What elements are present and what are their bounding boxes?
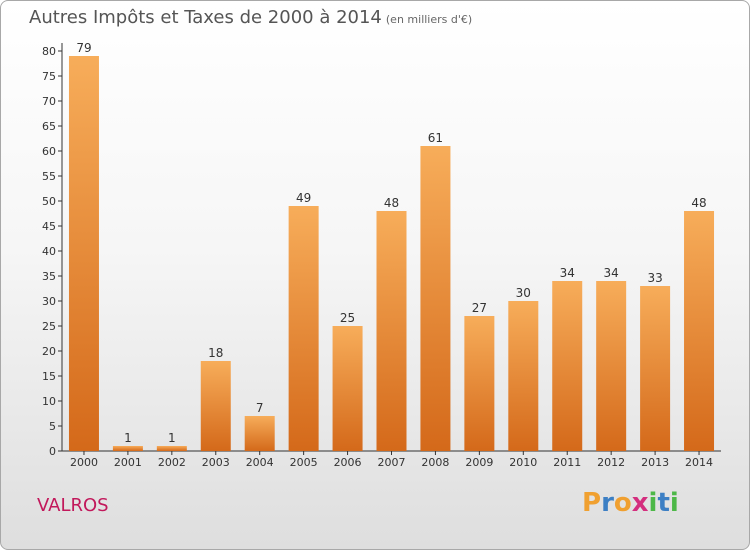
brand-letter: x: [631, 488, 649, 518]
bar-value-label: 49: [296, 191, 311, 205]
y-tick-label: 75: [42, 70, 56, 83]
bar: [288, 206, 319, 451]
brand-letter: o: [613, 488, 632, 518]
brand-letter: t: [657, 488, 670, 518]
bar-value-label: 34: [604, 266, 619, 280]
x-tick-label: 2003: [202, 456, 230, 469]
y-tick-label: 80: [42, 45, 56, 58]
x-tick-label: 2014: [685, 456, 713, 469]
x-tick-label: 2013: [641, 456, 669, 469]
chart-title-text: Autres Impôts et Taxes de 2000 à 2014: [29, 7, 382, 28]
x-tick-label: 2012: [597, 456, 625, 469]
bar: [684, 211, 715, 451]
brand-letter: i: [648, 488, 658, 518]
x-tick-label: 2005: [290, 456, 318, 469]
bar: [376, 211, 407, 451]
y-tick-label: 25: [42, 320, 56, 333]
y-tick-label: 40: [42, 245, 56, 258]
x-tick-label: 2010: [509, 456, 537, 469]
bar-value-label: 48: [384, 196, 399, 210]
y-tick-label: 60: [42, 145, 56, 158]
brand-logo: Proxiti: [582, 488, 679, 518]
bar: [332, 326, 363, 451]
x-tick-label: 2008: [421, 456, 449, 469]
x-tick-label: 2011: [553, 456, 581, 469]
bar-value-label: 25: [340, 311, 355, 325]
y-tick-label: 5: [49, 420, 56, 433]
bar-value-label: 30: [516, 286, 531, 300]
y-tick-label: 0: [49, 445, 56, 458]
x-tick-label: 2004: [246, 456, 274, 469]
bar-value-label: 7: [256, 401, 264, 415]
bar: [508, 301, 539, 451]
bar-value-label: 27: [472, 301, 487, 315]
x-tick-label: 2007: [378, 456, 406, 469]
bar: [200, 361, 231, 451]
bar-value-label: 1: [124, 431, 132, 445]
bar-value-label: 33: [647, 271, 662, 285]
y-tick-label: 20: [42, 345, 56, 358]
place-name: VALROS: [37, 495, 109, 516]
bar: [112, 446, 143, 451]
y-tick-label: 35: [42, 270, 56, 283]
chart-title: Autres Impôts et Taxes de 2000 à 2014 (en…: [29, 7, 472, 28]
x-tick-label: 2000: [70, 456, 98, 469]
x-tick-label: 2002: [158, 456, 186, 469]
bar: [156, 446, 187, 451]
bar-value-label: 61: [428, 131, 443, 145]
x-tick-label: 2001: [114, 456, 142, 469]
y-tick-label: 30: [42, 295, 56, 308]
chart-unit: (en milliers d'€): [385, 13, 473, 26]
bar: [464, 316, 495, 451]
y-tick-label: 50: [42, 195, 56, 208]
bar: [420, 146, 451, 451]
bar: [640, 286, 671, 451]
brand-letter: i: [669, 488, 679, 518]
y-tick-label: 15: [42, 370, 56, 383]
bar: [552, 281, 583, 451]
bar-value-label: 48: [691, 196, 706, 210]
bar-value-label: 18: [208, 346, 223, 360]
bar-value-label: 79: [76, 41, 91, 55]
x-tick-label: 2006: [334, 456, 362, 469]
bar-value-label: 34: [560, 266, 575, 280]
brand-letter: P: [582, 488, 602, 518]
bar: [596, 281, 627, 451]
y-tick-label: 70: [42, 95, 56, 108]
bar: [244, 416, 275, 451]
y-tick-label: 65: [42, 120, 56, 133]
brand-letter: r: [601, 488, 614, 518]
y-tick-label: 55: [42, 170, 56, 183]
y-tick-label: 45: [42, 220, 56, 233]
bar-value-label: 1: [168, 431, 176, 445]
y-tick-label: 10: [42, 395, 56, 408]
bar: [68, 56, 99, 451]
x-tick-label: 2009: [465, 456, 493, 469]
